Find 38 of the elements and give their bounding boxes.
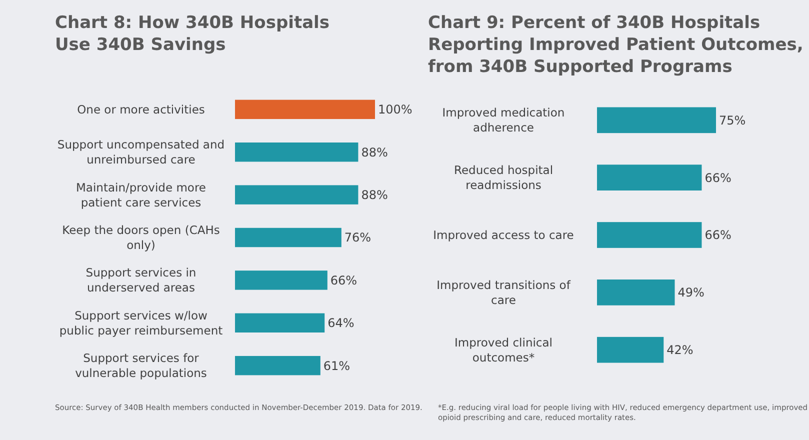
data-label: 88% [361, 188, 388, 202]
bar [235, 185, 358, 204]
bar [235, 313, 325, 332]
y-tick-label: Improved access to care [433, 228, 574, 242]
y-tick-label: Support services w/low public payer reimbursement [59, 308, 224, 338]
y-tick-label: One or more activities [77, 102, 205, 116]
bar [235, 100, 375, 120]
bar [597, 164, 702, 190]
bar [235, 142, 358, 162]
y-tick-label: Improved clinical outcomes* [454, 335, 553, 364]
bar [235, 270, 328, 290]
y-tick-label: Keep the doors open (CAHs only) [62, 223, 220, 252]
data-label: 64% [328, 316, 354, 330]
y-tick-label: Support uncompensated and unreimbursed care [57, 138, 225, 167]
data-label: 42% [666, 343, 694, 358]
bar [235, 228, 342, 248]
y-tick-label: Support services for vulnerable populations [75, 351, 207, 380]
y-tick-label: Reduced hospital readmissions [454, 163, 554, 192]
bar [597, 222, 702, 248]
data-label: 66% [330, 273, 358, 288]
y-tick-label: Support services in underserved areas [86, 266, 196, 295]
data-label: 88% [361, 145, 388, 160]
bar [597, 280, 675, 306]
bar [235, 356, 320, 376]
y-tick-label: Maintain/provide more patient care services [76, 180, 206, 210]
data-label: 61% [323, 358, 350, 373]
data-label: 66% [704, 170, 732, 185]
bar [597, 107, 716, 134]
data-label: 66% [704, 228, 732, 242]
chart-title: Chart 9: Percent of 340B Hospitals Reporting Improved Patient Outcomes, from 340B Supported Programs [428, 13, 804, 77]
data-label: 100% [378, 102, 412, 117]
data-label: 76% [344, 230, 372, 245]
y-tick-label: Improved medication adherence [442, 106, 565, 135]
chart-title: Chart 8: How 340B Hospitals Use 340B Savings [55, 13, 330, 55]
data-label: 75% [719, 113, 746, 128]
bar [597, 336, 664, 363]
y-tick-label: Improved transitions of care [436, 278, 572, 307]
data-label: 49% [678, 286, 704, 300]
